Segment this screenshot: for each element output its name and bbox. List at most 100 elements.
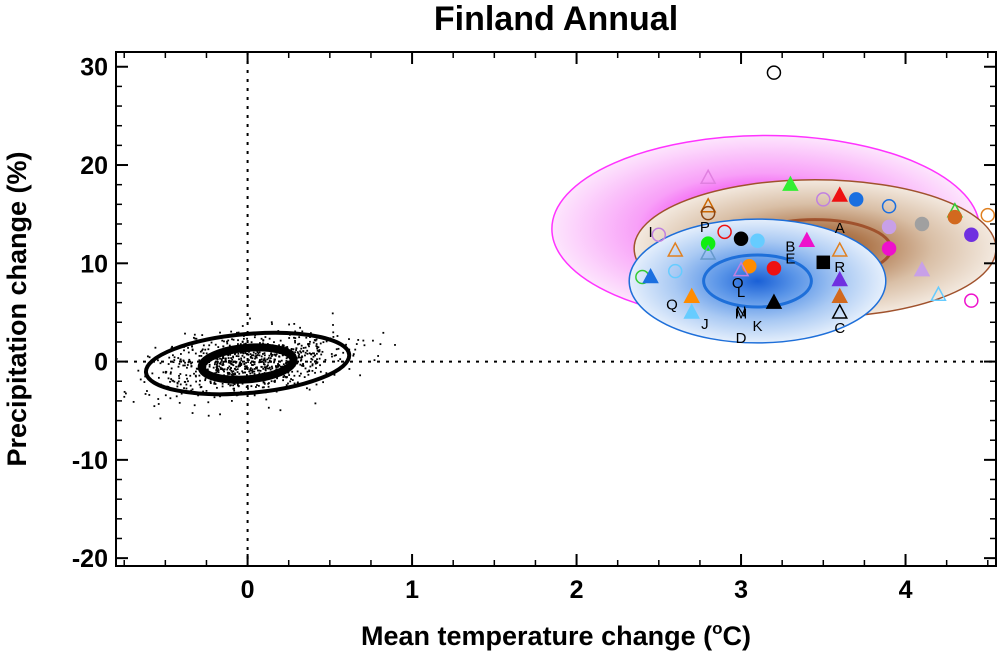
nat-var-dot <box>293 322 296 325</box>
nat-var-dot <box>255 356 258 359</box>
nat-var-dot <box>278 344 280 347</box>
nat-var-dot <box>305 336 308 339</box>
nat-var-dot <box>250 354 253 357</box>
nat-var-dot <box>268 367 270 370</box>
nat-var-dot <box>190 389 193 392</box>
nat-var-dot <box>296 362 299 365</box>
nat-var-dot <box>293 336 295 339</box>
model-letter: B <box>785 239 795 256</box>
nat-var-dot <box>308 352 311 355</box>
nat-var-dot <box>241 354 244 357</box>
nat-var-dot <box>224 357 227 360</box>
nat-var-dot <box>187 351 190 354</box>
nat-var-dot <box>249 368 252 371</box>
nat-var-dot <box>263 382 266 385</box>
nat-var-dot <box>249 367 252 370</box>
nat-var-dot <box>207 401 210 404</box>
nat-var-dot <box>232 355 234 358</box>
nat-var-dot <box>314 339 317 342</box>
nat-var-dot <box>269 357 272 360</box>
nat-var-dot <box>207 348 210 351</box>
nat-var-dot <box>186 366 188 369</box>
nat-var-dot <box>263 354 266 357</box>
nat-var-dot <box>273 381 276 383</box>
nat-var-dot <box>309 340 311 343</box>
nat-var-dot <box>247 387 249 390</box>
nat-var-dot <box>157 398 160 400</box>
nat-var-dot <box>192 336 195 339</box>
nat-var-dot <box>235 365 238 368</box>
nat-var-dot <box>249 369 252 372</box>
nat-var-dot <box>222 345 225 348</box>
nat-var-dot <box>279 365 282 368</box>
nat-var-dot <box>204 377 207 380</box>
nat-var-dot <box>227 372 230 375</box>
nat-var-dot <box>148 356 151 359</box>
nat-var-dot <box>297 352 300 355</box>
x-tick-label: 3 <box>734 576 748 604</box>
nat-var-dot <box>171 345 173 348</box>
nat-var-dot <box>263 366 266 369</box>
nat-var-dot <box>214 383 217 385</box>
nat-var-dot <box>252 351 255 354</box>
nat-var-dot <box>215 369 218 371</box>
nat-var-dot <box>175 395 178 398</box>
nat-var-dot <box>336 335 339 337</box>
nat-var-dot <box>223 340 225 343</box>
nat-var-dot <box>260 361 262 363</box>
nat-var-dot <box>184 361 186 364</box>
nat-var-dot <box>235 368 237 371</box>
nat-var-dot <box>253 363 256 366</box>
nat-var-dot <box>217 371 220 374</box>
nat-var-dot <box>229 353 232 356</box>
nat-var-dot <box>277 363 279 365</box>
nat-var-dot <box>257 384 260 387</box>
nat-var-dot <box>290 348 293 350</box>
nat-var-dot <box>302 364 305 367</box>
nat-var-dot <box>237 352 240 355</box>
nat-var-dot <box>297 343 299 346</box>
nat-var-dot <box>241 382 244 385</box>
nat-var-dot <box>268 359 271 362</box>
nat-var-dot <box>315 343 318 345</box>
nat-var-dot <box>394 344 396 346</box>
nat-var-dot <box>217 369 220 372</box>
nat-var-dot <box>193 372 195 375</box>
nat-var-dot <box>202 352 205 355</box>
nat-var-dot <box>234 367 236 370</box>
model-letter: Q <box>666 297 678 314</box>
nat-var-dot <box>251 371 254 374</box>
nat-var-dot <box>333 354 336 357</box>
nat-var-dot <box>179 383 182 386</box>
nat-var-dot <box>306 387 308 390</box>
nat-var-dot <box>279 409 282 412</box>
nat-var-dot <box>234 352 237 355</box>
nat-var-dot <box>201 348 204 351</box>
nat-var-dot <box>245 386 248 388</box>
nat-var-dot <box>243 371 246 374</box>
nat-var-dot <box>217 368 220 371</box>
nat-var-dot <box>306 349 309 352</box>
nat-var-dot <box>300 364 303 367</box>
nat-var-dot <box>244 365 247 368</box>
nat-var-dot <box>294 341 296 344</box>
nat-var-dot <box>299 350 302 353</box>
nat-var-dot <box>151 372 154 375</box>
nat-var-dot <box>173 356 176 359</box>
nat-var-dot <box>298 353 301 356</box>
nat-var-dot <box>184 380 187 383</box>
nat-var-dot <box>307 343 310 346</box>
nat-var-dot <box>303 376 306 378</box>
nat-var-dot <box>317 350 320 353</box>
nat-var-dot <box>319 342 322 345</box>
model-letters: I P A BE R OL Q NM J K C D <box>648 219 845 347</box>
nat-var-dot <box>256 384 258 386</box>
nat-var-dot <box>294 339 296 342</box>
nat-var-dot <box>194 337 197 340</box>
model-triangle-marker <box>683 303 700 319</box>
nat-var-dot <box>260 337 263 340</box>
nat-var-dot <box>231 371 234 373</box>
nat-var-dot <box>240 357 243 360</box>
nat-var-dot <box>310 357 313 360</box>
nat-var-dot <box>227 354 230 357</box>
